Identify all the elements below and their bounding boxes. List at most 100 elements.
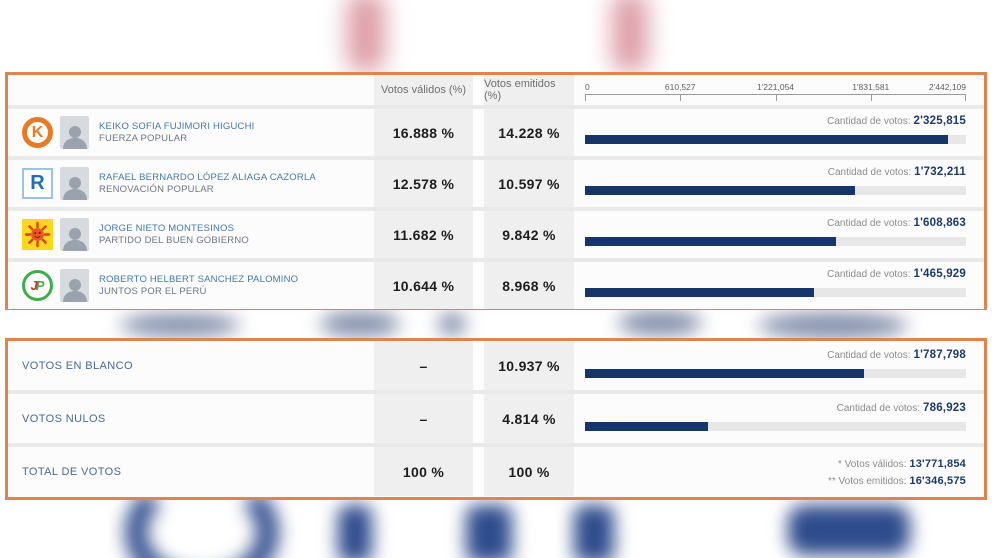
- valid-pct-cell: 10.644 %: [374, 262, 473, 309]
- totals-cell: * Votos válidos: 13'771,854 ** Votos emit…: [574, 447, 984, 496]
- candidate-photo: [60, 269, 89, 302]
- emitted-pct-value: 100 %: [508, 463, 550, 480]
- summary-row-votos-en-blanco: VOTOS EN BLANCO – 10.937 % Cantidad de v…: [8, 341, 984, 390]
- valid-pct-value: –: [419, 357, 428, 374]
- total-valid-note: * Votos válidos: 13'771,854: [838, 458, 966, 470]
- row-separator: [8, 207, 984, 211]
- candidate-cell: R RAFAEL BERNARDO LÓPEZ ALIAGA CAZORLA R…: [8, 160, 374, 207]
- person-silhouette-icon: [62, 177, 87, 200]
- header-votos-emitidos: Votos emitidos (%): [484, 75, 574, 105]
- candidates-results-panel: Votos válidos (%) Votos emitidos (%) 0 6…: [5, 72, 987, 310]
- column-gap: [473, 160, 484, 207]
- emitted-pct-value: 10.597 %: [498, 175, 560, 192]
- summary-label: VOTOS NULOS: [22, 412, 106, 425]
- valid-pct-value: 16.888 %: [392, 124, 455, 141]
- candidate-photo: [60, 218, 89, 251]
- bar-track: [585, 186, 966, 195]
- vote-count-label: Cantidad de votos: 1'465,929: [827, 268, 966, 280]
- axis-tick-label-2: 1'221,054: [756, 82, 795, 92]
- vote-count-label: Cantidad de votos: 1'787,798: [827, 349, 966, 361]
- vote-count-label: Cantidad de votos: 786,923: [836, 402, 966, 414]
- summary-row-total: TOTAL DE VOTOS 100 % 100 % * Votos válid…: [8, 447, 984, 496]
- candidate-photo: [60, 167, 89, 200]
- total-emitted-note: ** Votos emitidos: 16'346,575: [828, 474, 966, 487]
- bar-track: [585, 369, 966, 378]
- party-name: RENOVACIÓN POPULAR: [99, 183, 214, 195]
- vote-bar-cell: Cantidad de votos: 2'325,815: [574, 109, 984, 156]
- summary-row-votos-nulos: VOTOS NULOS – 4.814 % Cantidad de votos:…: [8, 394, 984, 443]
- summary-results-panel: VOTOS EN BLANCO – 10.937 % Cantidad de v…: [5, 338, 987, 500]
- background-blur-mid-1: [120, 313, 240, 337]
- vote-count-value: 1'787,798: [913, 349, 966, 361]
- person-silhouette-icon: [62, 279, 87, 302]
- valid-pct-value: 11.682 %: [393, 226, 454, 243]
- axis-tick-label-3: 1'831,581: [852, 82, 890, 92]
- emitted-pct-value: 8.968 %: [502, 277, 556, 294]
- summary-label: VOTOS EN BLANCO: [22, 359, 133, 372]
- vote-bar-cell: Cantidad de votos: 1'465,929: [574, 262, 984, 309]
- background-blur-bottom-bar-2: [466, 505, 512, 558]
- background-blur-mid-2: [320, 311, 400, 337]
- party-name: FUERZA POPULAR: [99, 132, 188, 144]
- vote-count-value: 1'608,863: [913, 217, 966, 229]
- total-emitted-value: 16'346,575: [909, 474, 966, 487]
- background-blur-mid-5: [758, 312, 908, 339]
- header-votos-validos: Votos válidos (%): [374, 75, 473, 105]
- candidate-cell: JORGE NIETO MONTESINOS PARTIDO DEL BUEN …: [8, 211, 374, 258]
- bar-track: [585, 237, 966, 246]
- row-separator: [8, 443, 984, 447]
- total-valid-value: 13'771,854: [909, 458, 966, 470]
- chart-x-axis: 0 610,527 1'221,054 1'831,581 2'442,109: [585, 82, 966, 101]
- vote-count-label: Cantidad de votos: 2'325,815: [827, 115, 966, 127]
- candidate-name-link[interactable]: KEIKO SOFIA FUJIMORI HIGUCHI: [99, 120, 255, 132]
- emitted-pct-cell: 14.228 %: [484, 109, 574, 156]
- vote-bar: [585, 369, 864, 378]
- summary-label: TOTAL DE VOTOS: [22, 465, 122, 478]
- emitted-pct-cell: 10.937 %: [484, 341, 574, 390]
- valid-pct-value: 100 %: [402, 463, 445, 480]
- column-gap: [473, 341, 484, 390]
- vote-count-value: 2'325,815: [913, 115, 966, 127]
- vote-bar: [585, 422, 708, 431]
- vote-count-value: 1'732,211: [914, 166, 966, 178]
- row-separator: [8, 156, 984, 160]
- emitted-pct-cell: 8.968 %: [484, 262, 574, 309]
- vote-count-label: Cantidad de votos: 1'608,863: [827, 217, 966, 229]
- emitted-pct-cell: 10.597 %: [484, 160, 574, 207]
- vote-bar-cell: Cantidad de votos: 786,923: [574, 394, 984, 443]
- column-gap: [473, 109, 484, 156]
- emitted-pct-value: 4.814 %: [502, 410, 556, 427]
- axis-tick-label-1: 610,527: [664, 82, 696, 92]
- candidate-photo: [60, 116, 89, 149]
- background-blur-bottom-bar-1: [338, 505, 372, 558]
- candidate-names: KEIKO SOFIA FUJIMORI HIGUCHI FUERZA POPU…: [99, 121, 255, 145]
- candidate-names: JORGE NIETO MONTESINOS PARTIDO DEL BUEN …: [99, 223, 249, 247]
- column-gap: [473, 75, 484, 105]
- candidate-name-link[interactable]: ROBERTO HELBERT SANCHEZ PALOMINO: [99, 273, 299, 285]
- header-votos-emitidos-label: Votos emitidos (%): [484, 78, 556, 102]
- axis-tick-label-4: 2'442,109: [928, 82, 966, 92]
- vote-bar: [585, 186, 856, 195]
- totals-footnotes: * Votos válidos: 13'771,854 ** Votos emit…: [828, 456, 966, 489]
- valid-pct-cell: 12.578 %: [374, 160, 473, 207]
- bar-track: [585, 135, 966, 144]
- valid-pct-value: 12.578 %: [392, 175, 455, 192]
- vote-bar: [585, 237, 836, 246]
- summary-label-cell: VOTOS NULOS: [8, 394, 374, 443]
- candidate-name-link[interactable]: JORGE NIETO MONTESINOS: [99, 222, 235, 234]
- vote-count-label: Cantidad de votos: 1'732,211: [827, 166, 966, 178]
- party-name: PARTIDO DEL BUEN GOBIERNO: [99, 234, 249, 246]
- header-candidate-spacer: [8, 75, 374, 105]
- person-silhouette-icon: [62, 126, 87, 149]
- emitted-pct-cell: 100 %: [484, 447, 574, 496]
- summary-label-cell: VOTOS EN BLANCO: [8, 341, 374, 390]
- emitted-pct-cell: 4.814 %: [484, 394, 574, 443]
- bar-track: [585, 288, 966, 297]
- candidate-name-link[interactable]: RAFAEL BERNARDO LÓPEZ ALIAGA CAZORLA: [99, 171, 316, 183]
- row-separator: [8, 258, 984, 262]
- background-blur-mid-4: [618, 310, 702, 336]
- person-silhouette-icon: [62, 228, 87, 251]
- valid-pct-cell: –: [374, 394, 473, 443]
